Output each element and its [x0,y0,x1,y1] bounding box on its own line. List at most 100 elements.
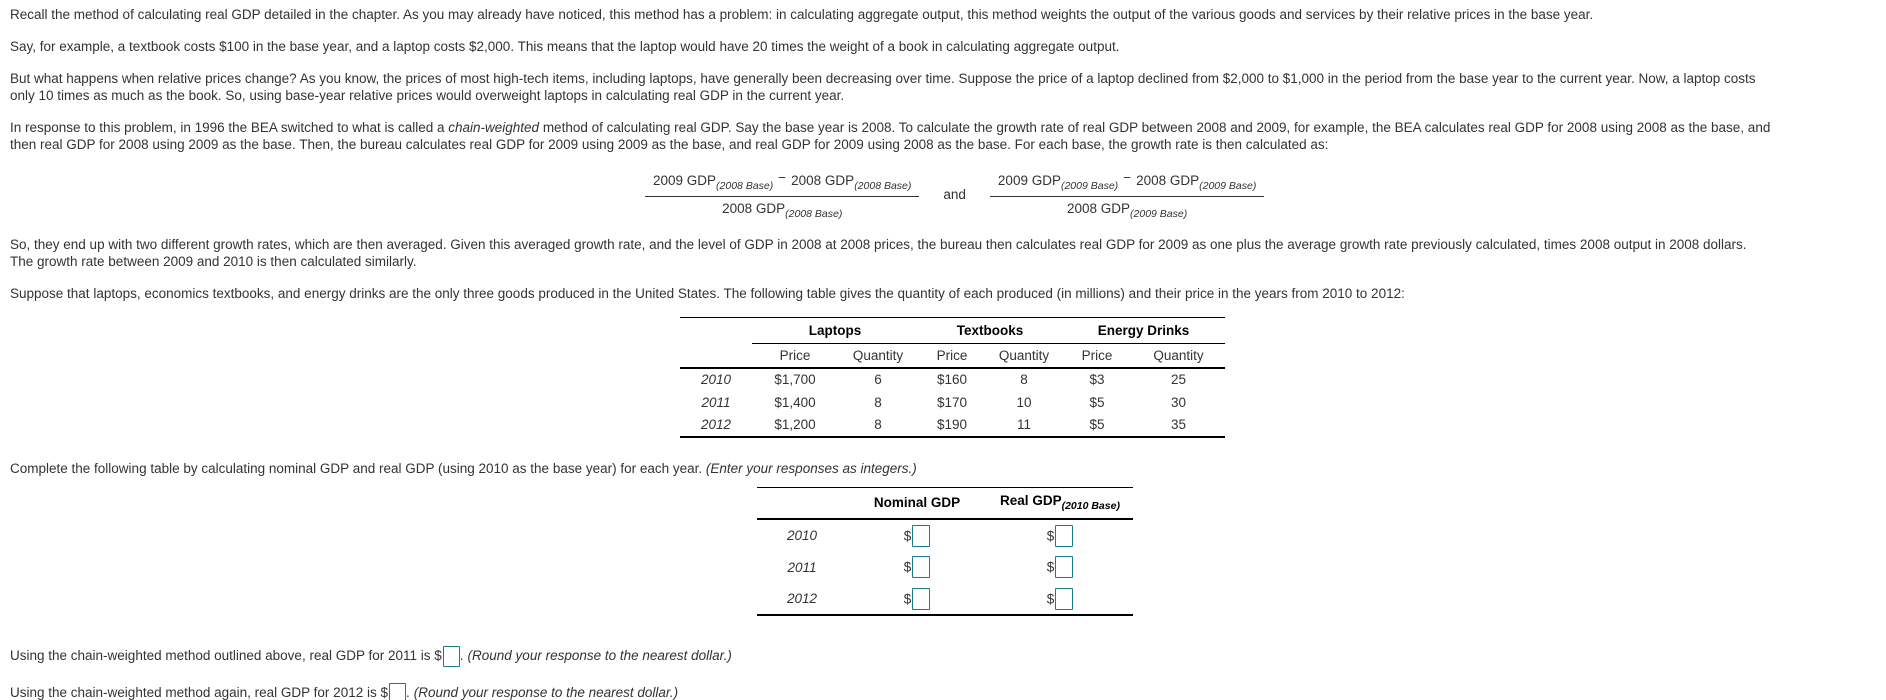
question-2012: Using the chain-weighted method again, r… [10,681,1876,700]
formula-fraction-2009-base: 2009 GDP(2009 Base)− 2008 GDP(2009 Base) … [989,168,1265,220]
formula-fraction-2008-base: 2009 GDP(2008 Base)− 2008 GDP(2008 Base) … [645,168,920,220]
real-gdp-header: Real GDP(2010 Base) [987,487,1133,520]
year-cell: 2011 [787,559,817,575]
fraction-numerator: 2009 GDP(2009 Base)− 2008 GDP(2009 Base) [989,168,1265,197]
question-text: Using the chain-weighted method again, r… [10,685,388,700]
textbooks-group-header: Textbooks [918,317,1062,344]
intro-paragraph-6: Suppose that laptops, economics textbook… [10,285,1876,302]
real-gdp-label: Real GDP [1000,493,1062,509]
laptop-qty-cell: 8 [874,394,882,410]
real-gdp-2011-input[interactable] [1055,556,1074,578]
real-gdp-2012-input[interactable] [1055,587,1074,610]
laptop-qty-cell: 6 [874,372,882,387]
real-gdp-2010-input[interactable] [1055,524,1074,547]
table-row: 2012 $1,200 8 $190 11 $5 35 [680,413,1225,438]
year-cell: 2010 [786,528,818,543]
answer-table-header-row: Nominal GDP Real GDP(2010 Base) [757,487,1133,520]
laptops-group-header: Laptops [752,317,918,344]
intro-paragraph-5: So, they end up with two different growt… [10,236,1876,270]
dollar-sign: $ [903,591,912,606]
paragraph-text-line-2: then real GDP for 2008 using 2009 as the… [10,137,1329,152]
term: 2009 GDP [997,173,1061,188]
energy-qty-cell: 30 [1170,394,1187,410]
quantity-column-header: Quantity [838,343,918,369]
question-2011: Using the chain-weighted method outlined… [10,644,1876,668]
growth-rate-formula: 2009 GDP(2008 Base)− 2008 GDP(2008 Base) … [645,168,1265,220]
paragraph-text-line-2: The growth rate between 2009 and 2010 is… [10,254,417,269]
empty-corner-cell [680,318,752,344]
nominal-gdp-2010-input[interactable] [912,524,931,547]
energy-price-cell: $3 [1089,372,1105,387]
question-text: Using the chain-weighted method outlined… [10,648,442,663]
nominal-gdp-2012-input[interactable] [912,587,931,610]
empty-corner-cell [680,343,752,369]
year-cell: 2011 [701,394,731,410]
year-cell: 2012 [757,583,847,616]
fraction-numerator: 2009 GDP(2008 Base)− 2008 GDP(2008 Base) [645,168,920,197]
textbook-price-cell: $160 [936,372,968,387]
textbook-price-cell: $170 [936,394,968,410]
instruction-note: (Enter your responses as integers.) [705,460,917,476]
textbook-price-cell: $190 [918,413,986,438]
minus-sign: − [778,170,787,185]
laptop-qty-cell: 8 [838,413,918,438]
real-gdp-subscript: (2010 Base) [1061,500,1120,513]
rounding-note: (Round your response to the nearest doll… [413,685,679,700]
period: . [405,685,410,700]
table-row: 2011 $1,400 8 $170 10 $5 30 [680,391,1225,414]
term-subscript: (2008 Base) [854,180,912,192]
text-post: method of calculating real GDP. Say the … [539,120,1771,135]
paragraph-text-line-1: So, they end up with two different growt… [10,237,1747,252]
quantity-column-header: Quantity [986,343,1062,369]
period: . [459,648,464,663]
table-row: 2010 $1,700 6 $160 8 $3 25 [680,368,1225,391]
term-subscript: (2008 Base) [716,180,774,192]
term: 2009 GDP [653,173,717,188]
dollar-sign: $ [903,528,912,543]
dollar-sign: $ [1046,528,1055,543]
nominal-gdp-2012-cell: $ [847,583,987,616]
table-group-header-row: Laptops Textbooks Energy Drinks [680,317,1225,344]
fraction-denominator: 2008 GDP(2009 Base) [990,197,1264,220]
term: 2008 GDP [722,201,786,216]
textbook-qty-cell: 8 [1020,372,1028,387]
instruction-text: Complete the following table by calculat… [10,460,706,476]
nominal-gdp-header: Nominal GDP [847,487,987,520]
dollar-sign: $ [903,559,912,575]
price-column-header: Price [752,343,838,369]
term: 2008 GDP [791,173,855,188]
quantity-column-header: Quantity [1132,343,1225,369]
paragraph-text: Say, for example, a textbook costs $100 … [10,39,1120,54]
fraction-denominator: 2008 GDP(2008 Base) [645,197,919,220]
year-cell: 2012 [680,413,752,438]
term: 2008 GDP [1136,173,1200,188]
energy-price-cell: $5 [1062,413,1132,438]
chain-weighted-2011-input[interactable] [442,645,460,667]
intro-paragraph-2: Say, for example, a textbook costs $100 … [10,38,1876,55]
laptop-price-cell: $1,700 [774,372,816,387]
paragraph-text-line-1: But what happens when relative prices ch… [10,71,1756,86]
dollar-sign: $ [1046,559,1055,575]
intro-paragraph-4: In response to this problem, in 1996 the… [10,119,1876,153]
dollar-sign: $ [1046,591,1055,606]
laptop-price-cell: $1,400 [774,394,816,410]
nominal-gdp-2011-cell: $ [847,551,987,583]
complete-table-instruction: Complete the following table by calculat… [10,460,1876,477]
real-gdp-2011-cell: $ [987,551,1133,583]
term: 2008 GDP [1066,201,1131,216]
intro-paragraph-1: Recall the method of calculating real GD… [10,6,1876,23]
table-row: 2012 $ $ [757,583,1133,616]
prices-quantities-table: Laptops Textbooks Energy Drinks Price Qu… [680,317,1225,438]
chain-weighted-questions: Using the chain-weighted method outlined… [10,644,1876,700]
table-row: 2011 $ $ [757,551,1133,583]
year-cell: 2010 [700,372,732,387]
empty-corner-cell [757,487,847,520]
paragraph-text: Recall the method of calculating real GD… [10,7,1594,22]
table-subheader-row: Price Quantity Price Quantity Price Quan… [680,343,1225,369]
term-subscript: (2009 Base) [1199,180,1257,192]
paragraph-text: Suppose that laptops, economics textbook… [10,286,1405,301]
chain-weighted-2012-input[interactable] [388,682,406,700]
term-subscript: (2009 Base) [1130,208,1188,220]
nominal-gdp-2011-input[interactable] [912,556,931,578]
price-column-header: Price [918,343,986,369]
